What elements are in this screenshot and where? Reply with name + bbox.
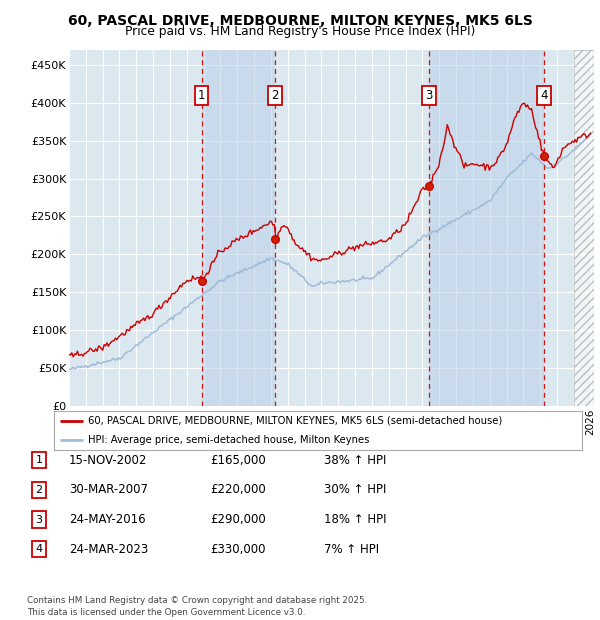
Text: 60, PASCAL DRIVE, MEDBOURNE, MILTON KEYNES, MK5 6LS (semi-detached house): 60, PASCAL DRIVE, MEDBOURNE, MILTON KEYN… (88, 415, 503, 426)
Text: 38% ↑ HPI: 38% ↑ HPI (324, 454, 386, 466)
Text: 60, PASCAL DRIVE, MEDBOURNE, MILTON KEYNES, MK5 6LS: 60, PASCAL DRIVE, MEDBOURNE, MILTON KEYN… (68, 14, 532, 28)
Text: 1: 1 (35, 455, 43, 465)
Text: 24-MAR-2023: 24-MAR-2023 (69, 543, 148, 556)
Text: £220,000: £220,000 (210, 484, 266, 496)
Bar (429, 50, 544, 406)
Text: 7% ↑ HPI: 7% ↑ HPI (324, 543, 379, 556)
Text: 4: 4 (35, 544, 43, 554)
Text: 18% ↑ HPI: 18% ↑ HPI (324, 513, 386, 526)
Text: 30-MAR-2007: 30-MAR-2007 (69, 484, 148, 496)
Text: Contains HM Land Registry data © Crown copyright and database right 2025.
This d: Contains HM Land Registry data © Crown c… (27, 596, 367, 617)
Bar (202, 50, 275, 406)
Text: 3: 3 (35, 515, 43, 525)
Text: 3: 3 (425, 89, 433, 102)
Text: HPI: Average price, semi-detached house, Milton Keynes: HPI: Average price, semi-detached house,… (88, 435, 370, 445)
Text: 2: 2 (271, 89, 279, 102)
Text: 15-NOV-2002: 15-NOV-2002 (69, 454, 148, 466)
Text: 24-MAY-2016: 24-MAY-2016 (69, 513, 146, 526)
Text: £290,000: £290,000 (210, 513, 266, 526)
Text: 1: 1 (198, 89, 205, 102)
Text: £330,000: £330,000 (210, 543, 265, 556)
Text: 30% ↑ HPI: 30% ↑ HPI (324, 484, 386, 496)
Bar (574, 50, 599, 406)
Text: 4: 4 (540, 89, 548, 102)
Text: £165,000: £165,000 (210, 454, 266, 466)
Text: 2: 2 (35, 485, 43, 495)
Text: Price paid vs. HM Land Registry's House Price Index (HPI): Price paid vs. HM Land Registry's House … (125, 25, 475, 38)
